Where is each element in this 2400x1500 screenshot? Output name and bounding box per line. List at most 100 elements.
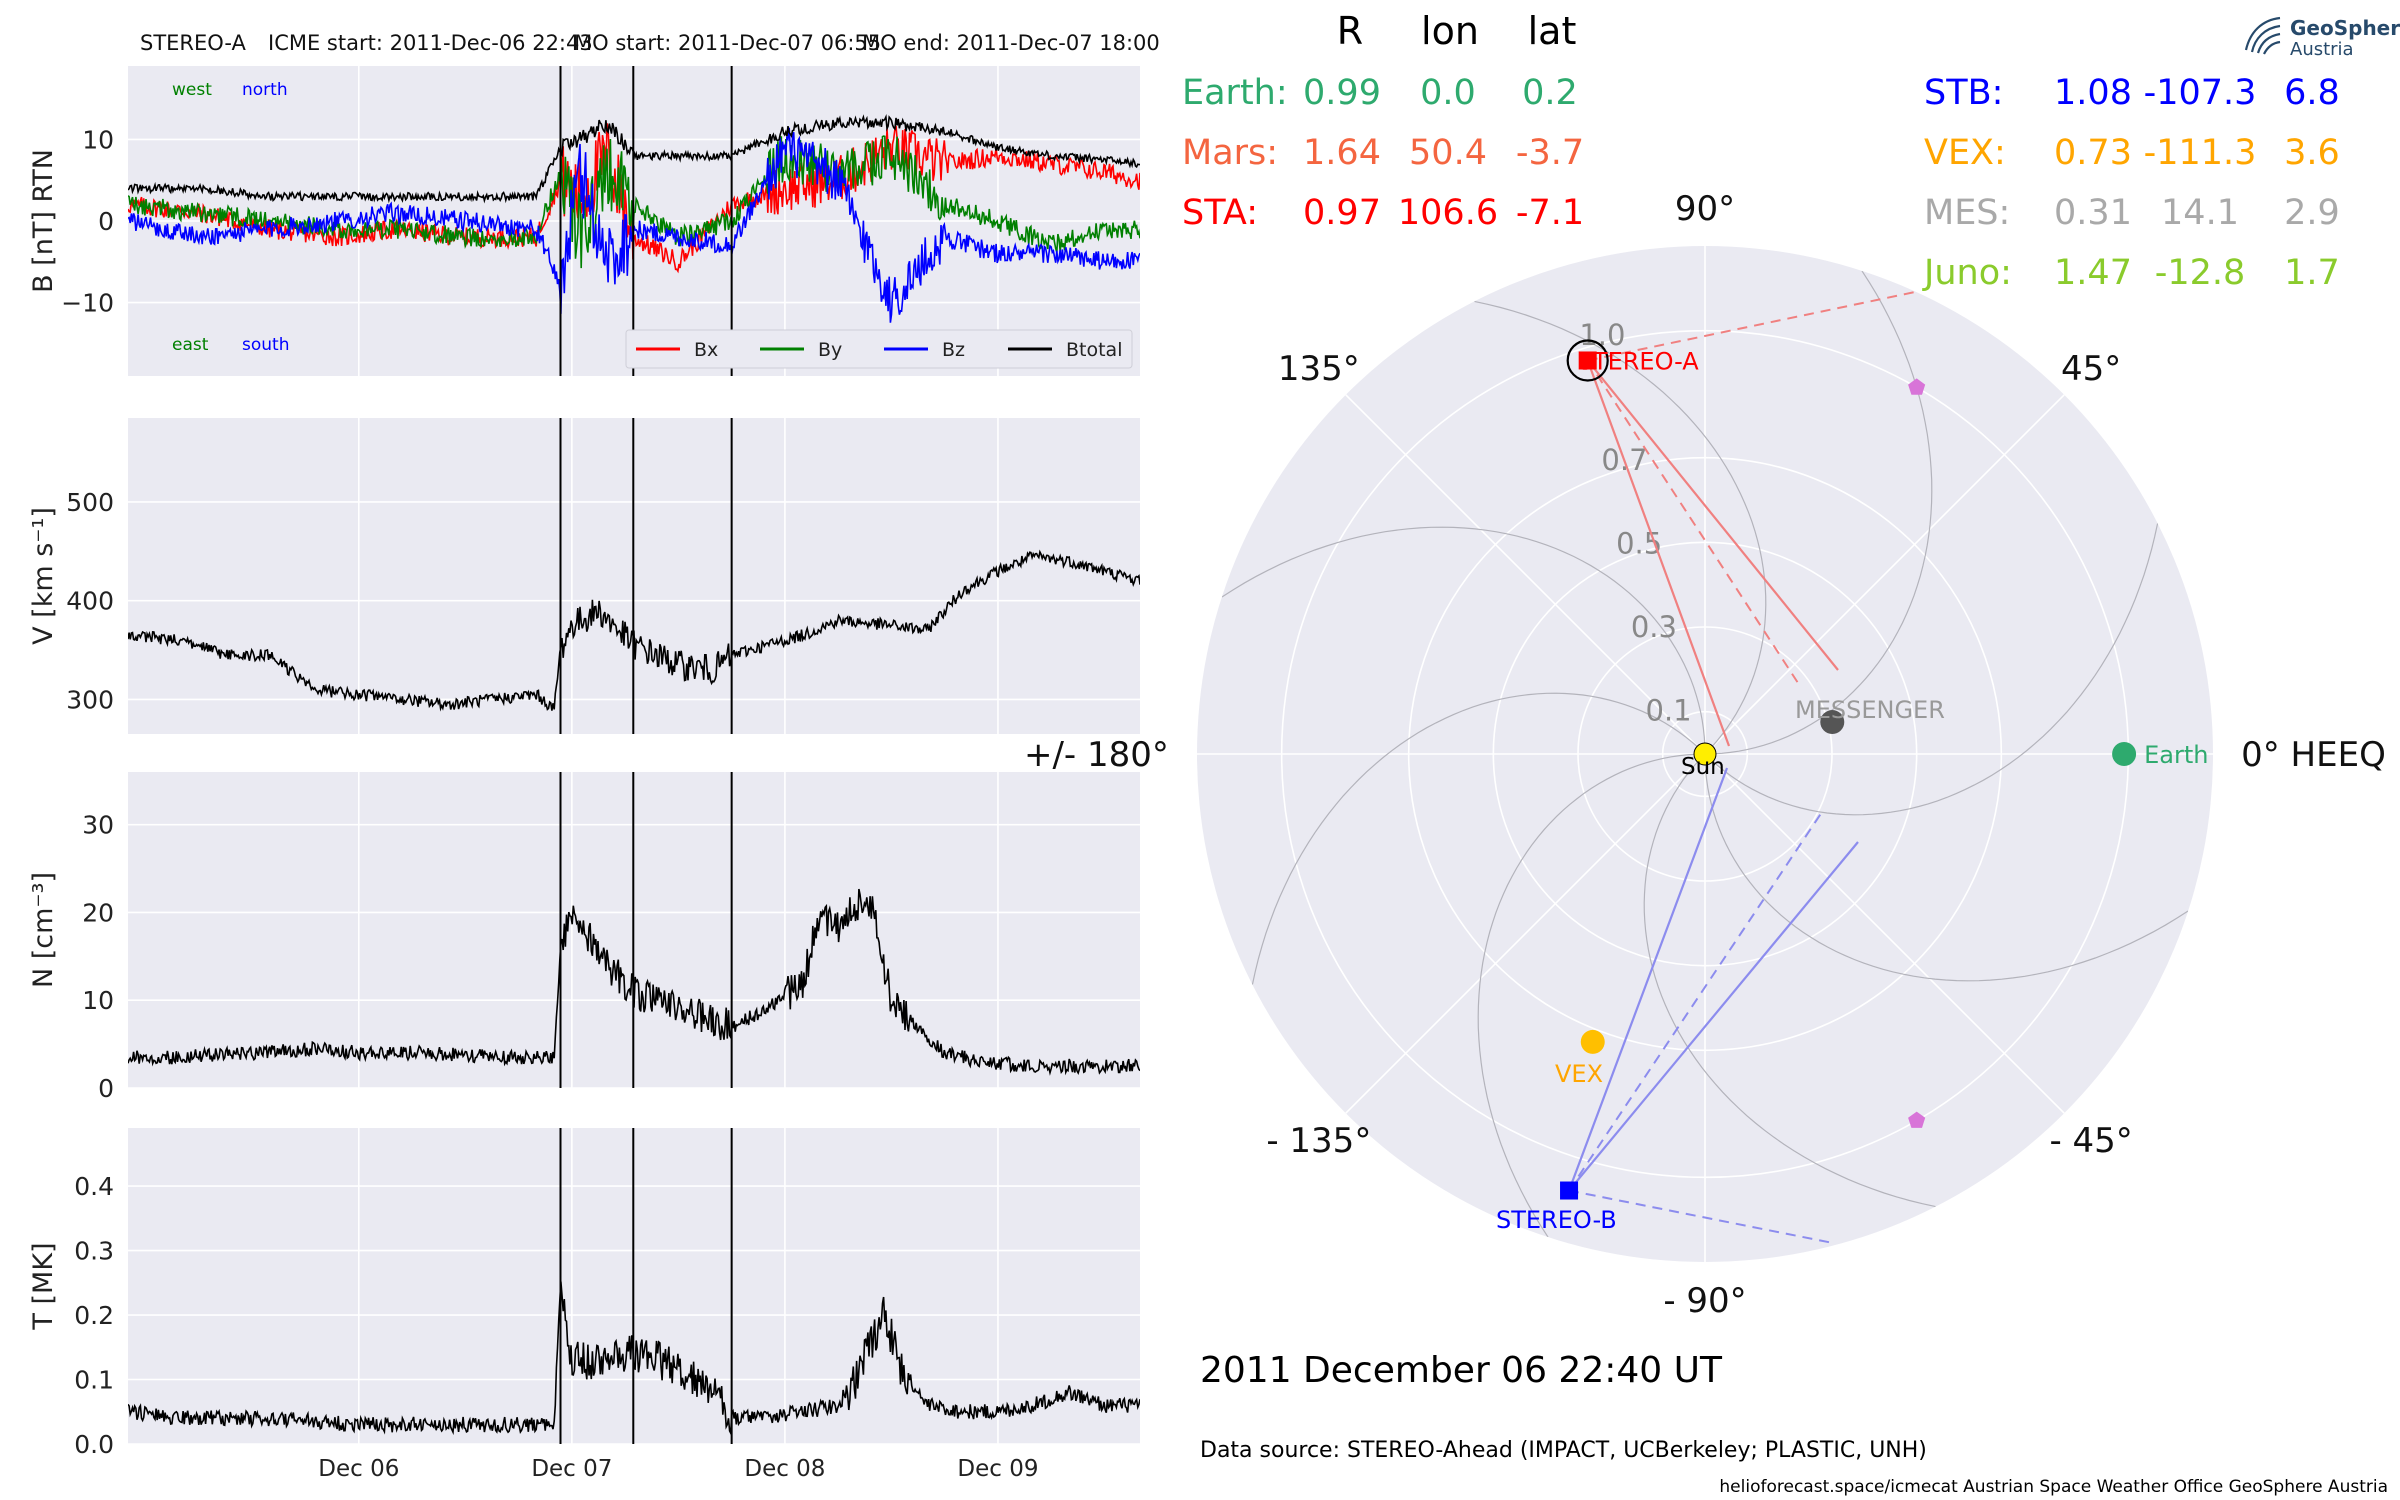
y-tick-label: 500 xyxy=(66,488,114,517)
table-lon: 14.1 xyxy=(2161,193,2239,233)
stb-fov-line xyxy=(1568,841,1859,1192)
y-tick-label: 0 xyxy=(98,207,114,236)
y-tick-label: 10 xyxy=(82,986,114,1015)
table-lat: 6.8 xyxy=(2284,73,2340,113)
figure-text: 2011 December 06 22:40 UT Data source: ST… xyxy=(1200,1350,2388,1497)
date-label: 2011 December 06 22:40 UT xyxy=(1200,1350,1723,1391)
panel-T: 0.4 0.3 0.2 0.1 0.0 T [MK] xyxy=(28,1128,1140,1459)
table-lon: 50.4 xyxy=(1409,133,1487,173)
parker-spiral-line xyxy=(1251,692,1706,985)
table-name: STB: xyxy=(1924,73,2003,113)
table-lat: 1.7 xyxy=(2284,253,2340,293)
geosphere-swirl-icon xyxy=(2244,16,2281,55)
legend-label-Bx: Bx xyxy=(694,339,718,361)
table-r: 0.31 xyxy=(2054,193,2132,233)
label-vex: VEX xyxy=(1555,1060,1603,1088)
parker-spiral-line xyxy=(1221,526,1706,755)
y-tick-label: 10 xyxy=(82,125,114,154)
table-lon: -12.8 xyxy=(2155,253,2246,293)
label-sun: Sun xyxy=(1681,754,1725,780)
marker-earth xyxy=(2112,742,2137,766)
table-lat: -3.7 xyxy=(1516,133,1584,173)
y-tick-label: 0.3 xyxy=(74,1237,114,1266)
logo-line2: Austria xyxy=(2290,39,2354,60)
legend-box xyxy=(625,329,1133,369)
y-tick-label: 20 xyxy=(82,898,114,927)
timeseries-panels: 10 0 −10B [nT] RTN 500 400 300 V [km s⁻¹] 30 20 1… xyxy=(28,31,1160,1482)
table-lat: 0.2 xyxy=(1522,73,1578,113)
angle-label: 135° xyxy=(1278,349,1360,389)
y-axis-label: T [MK] xyxy=(28,1242,59,1330)
marker-sun xyxy=(1693,742,1717,766)
label-stereo-a: STEREO-A xyxy=(1578,347,1700,375)
y-tick-label: 30 xyxy=(82,811,114,840)
panel-B: 10 0 −10B [nT] RTN xyxy=(28,66,1140,376)
stb-fov-line xyxy=(1568,767,1729,1191)
marker-messenger xyxy=(1820,710,1845,735)
x-tick-label: Dec 07 xyxy=(531,1456,612,1482)
x-tick-label: Dec 09 xyxy=(957,1456,1038,1482)
marker-pentagon xyxy=(1908,1111,1926,1128)
table-name: MES: xyxy=(1924,193,2010,233)
x-tick-label: Dec 06 xyxy=(318,1456,399,1482)
table-r: 0.73 xyxy=(2054,133,2132,173)
b-legend: Bx By Bz Btotal xyxy=(625,329,1133,369)
marker-stereo-a-ring xyxy=(1566,339,1609,382)
label-earth: Earth xyxy=(2144,741,2208,769)
sta-fov-line xyxy=(1586,360,1731,747)
header-mo-start: MO start: 2011-Dec-07 06:55 xyxy=(574,31,881,55)
y-tick-label: 0.4 xyxy=(74,1172,114,1201)
marker-stereo-a xyxy=(1578,351,1597,370)
legend-label-Btotal: Btotal xyxy=(1066,339,1122,361)
data-source: Data source: STEREO-Ahead (IMPACT, UCBer… xyxy=(1200,1438,1927,1463)
y-tick-label: 0.0 xyxy=(74,1430,114,1459)
label-south: south xyxy=(242,335,289,355)
angle-label: +/- 180° xyxy=(1024,735,1169,775)
panel-V: 500 400 300 V [km s⁻¹] xyxy=(28,418,1140,734)
table-r: 0.99 xyxy=(1303,73,1381,113)
angular-gridline xyxy=(1704,394,2065,755)
label-east: east xyxy=(172,335,209,355)
angle-label: - 90° xyxy=(1663,1281,1746,1321)
table-r: 0.97 xyxy=(1303,193,1381,233)
parker-spiral-line xyxy=(1477,753,1706,1238)
table-r: 1.08 xyxy=(2054,73,2132,113)
parker-spiral-line xyxy=(1643,753,1936,1208)
parker-spiral-line xyxy=(1704,523,2159,816)
radial-tick-label: 0.3 xyxy=(1631,610,1677,644)
table-name: Juno: xyxy=(1922,253,2012,293)
table-name: Mars: xyxy=(1182,133,1278,173)
y-tick-label: 0.2 xyxy=(74,1301,114,1330)
angle-label: 45° xyxy=(2061,349,2121,389)
marker-pentagon xyxy=(1908,378,1926,395)
sta-fov-dashed xyxy=(1587,291,1916,362)
y-tick-label: −10 xyxy=(61,289,114,318)
x-tick-label: Dec 08 xyxy=(744,1456,825,1482)
stb-fov-dashed xyxy=(1568,1189,1834,1244)
table-lon: 0.0 xyxy=(1420,73,1476,113)
table-r: 1.47 xyxy=(2054,253,2132,293)
parker-spiral-line xyxy=(1474,300,1767,755)
footer-credits: helioforecast.space/icmecat Austrian Spa… xyxy=(1719,1477,2388,1497)
label-west: west xyxy=(172,80,212,100)
y-tick-label: 300 xyxy=(66,685,114,714)
radial-tick-label: 0.1 xyxy=(1646,693,1692,727)
y-tick-label: 0 xyxy=(98,1074,114,1103)
legend-label-By: By xyxy=(818,339,842,361)
label-north: north xyxy=(242,80,288,100)
table-name: Earth: xyxy=(1182,73,1288,113)
label-stereo-b: STEREO-B xyxy=(1496,1206,1617,1234)
y-tick-label: 0.1 xyxy=(74,1366,114,1395)
panel-N: 30 20 10 0 N [cm⁻³] xyxy=(28,772,1140,1103)
table-lon: -111.3 xyxy=(2144,133,2257,173)
geosphere-logo: GeoSphere Austria xyxy=(2240,12,2400,60)
parker-spiral-line xyxy=(1704,753,2189,982)
angular-gridline xyxy=(1345,753,1706,1114)
table-name: VEX: xyxy=(1924,133,2006,173)
y-axis-label: N [cm⁻³] xyxy=(28,872,59,988)
header-icme-start: ICME start: 2011-Dec-06 22:43 xyxy=(268,31,593,55)
table-header-lon: lon xyxy=(1421,9,1479,53)
